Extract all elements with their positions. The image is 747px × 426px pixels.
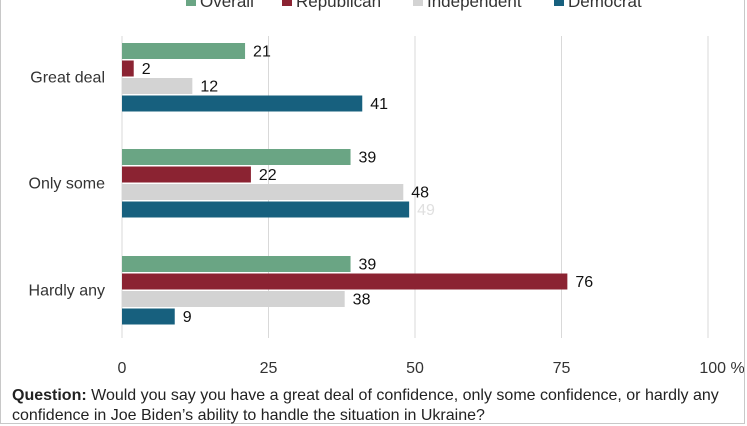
value-label: 2 <box>142 61 151 78</box>
bar <box>122 256 351 272</box>
value-label: 21 <box>253 44 271 61</box>
bar <box>122 184 404 200</box>
x-tick-label: 50 <box>406 360 424 377</box>
legend-label: Independent <box>427 0 522 11</box>
value-label: 49 <box>417 202 435 219</box>
value-label: 39 <box>359 150 377 167</box>
bar-chart: 0 25 50 75 100 % Overall Republican Independent… <box>29 0 745 377</box>
bar <box>122 291 345 307</box>
category-label: Only some <box>29 175 106 192</box>
value-label: 41 <box>370 96 388 113</box>
bar <box>122 95 363 112</box>
bar <box>122 308 175 325</box>
legend-swatch <box>413 0 423 6</box>
legend-label: Republican <box>296 0 381 11</box>
legend-label: Overall <box>200 0 254 11</box>
bar <box>122 78 193 94</box>
value-label: 9 <box>183 309 192 326</box>
value-label: 12 <box>200 79 218 96</box>
value-label: 22 <box>259 167 277 184</box>
question-label: Question: <box>12 387 87 404</box>
legend-label: Democrat <box>568 0 642 11</box>
legend-swatch <box>282 0 292 6</box>
legend-swatch <box>186 0 196 6</box>
bar <box>122 201 410 218</box>
value-label: 76 <box>575 274 593 291</box>
legend-swatch <box>554 0 564 6</box>
value-label: 38 <box>353 292 371 309</box>
value-label: 39 <box>359 257 377 274</box>
bar <box>122 60 134 77</box>
bar <box>122 166 251 183</box>
category-label: Hardly any <box>29 282 105 299</box>
category-label: Great deal <box>30 69 105 86</box>
x-tick-label: 0 <box>118 360 127 377</box>
x-tick-label: 100 % <box>699 360 744 377</box>
x-tick-label: 75 <box>553 360 571 377</box>
bar <box>122 273 568 290</box>
bar <box>122 149 351 165</box>
x-tick-label: 25 <box>260 360 278 377</box>
question-text: Would you say you have a great deal of c… <box>12 387 719 424</box>
question-caption: Question: Would you say you have a great… <box>12 386 737 426</box>
bar <box>122 43 246 59</box>
value-label: 48 <box>411 185 429 202</box>
